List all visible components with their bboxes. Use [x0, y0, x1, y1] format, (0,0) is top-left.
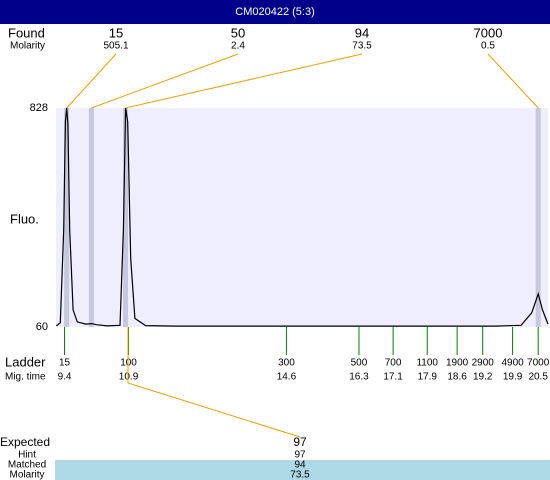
found-size: 50 [231, 25, 245, 40]
plot-area [56, 108, 548, 327]
found-label: Found [8, 25, 45, 40]
found-size: 94 [355, 25, 369, 40]
ladder-size: 1100 [416, 358, 438, 369]
found-size: 15 [109, 25, 123, 40]
ladder-time: 17.9 [418, 372, 438, 383]
found-size: 7000 [474, 25, 503, 40]
found-molarity: 0.5 [481, 41, 495, 52]
ladder-time: 19.9 [503, 372, 523, 383]
ladder-size: 300 [278, 358, 295, 369]
ladder-time: 20.5 [528, 372, 548, 383]
ladder-label: Ladder [5, 354, 46, 369]
row-label: Matched [8, 460, 46, 471]
time-label: Mig. time [5, 372, 46, 383]
ladder-size: 4900 [501, 358, 524, 369]
peak-connector [125, 53, 363, 109]
row-label: Hint [18, 450, 36, 461]
peak-connector [91, 53, 239, 109]
ladder-size: 100 [120, 358, 137, 369]
chart-title: CM020422 (5:3) [235, 6, 315, 18]
ladder-time: 17.1 [383, 372, 403, 383]
ladder-size: 500 [351, 358, 368, 369]
row-value: 94 [294, 460, 306, 471]
ladder-size: 700 [385, 358, 402, 369]
found-molarity: 2.4 [231, 41, 245, 52]
ladder-time: 10.9 [119, 372, 139, 383]
found-molarity: 505.1 [103, 41, 128, 52]
peak-band [123, 108, 129, 327]
ladder-size: 7000 [527, 358, 550, 369]
row-label: Molarity [9, 470, 44, 480]
expected-label: Expected [0, 435, 50, 449]
row-value: 73.5 [290, 470, 310, 480]
molarity-label: Molarity [10, 41, 45, 52]
y-tick-label: 828 [30, 102, 48, 114]
ladder-time: 16.3 [349, 372, 369, 383]
ladder-size: 1900 [446, 358, 469, 369]
ladder-time: 19.2 [473, 372, 493, 383]
ladder-size: 15 [59, 358, 71, 369]
matched-bar [55, 460, 550, 480]
y-tick-label: 60 [36, 321, 48, 333]
title-bar [0, 0, 550, 24]
row-value: 97 [294, 450, 306, 461]
peak-band [535, 108, 541, 327]
peak-connector [66, 53, 117, 109]
peak-band [64, 108, 70, 327]
trace [56, 107, 549, 327]
peak-connector [487, 53, 539, 109]
ladder-time: 18.6 [447, 372, 467, 383]
found-molarity: 73.5 [352, 41, 372, 52]
y-axis-label: Fluo. [10, 211, 39, 226]
peak-band [88, 108, 94, 327]
ladder-time: 14.6 [277, 372, 297, 383]
ladder-size: 2900 [472, 358, 495, 369]
expected-value: 97 [293, 435, 307, 449]
ladder-time: 9.4 [58, 372, 72, 383]
expected-connector [127, 382, 301, 438]
